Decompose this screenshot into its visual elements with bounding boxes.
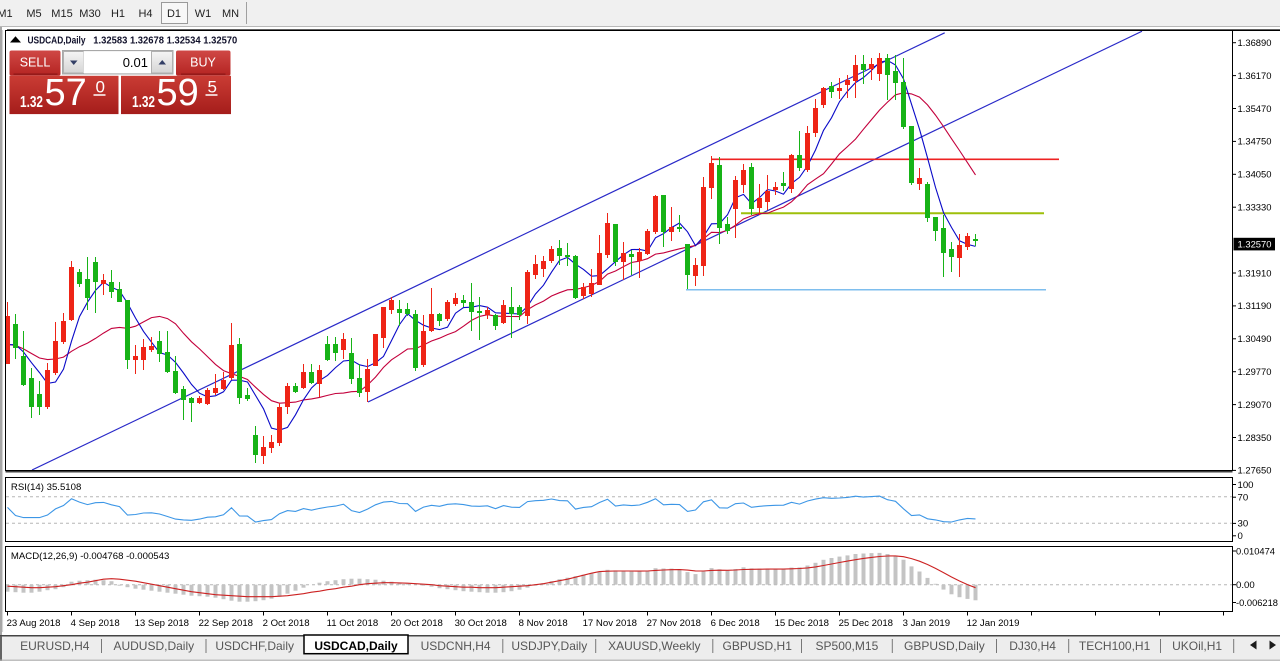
svg-text:20 Oct 2018: 20 Oct 2018 bbox=[391, 618, 443, 629]
svg-text:1.29770: 1.29770 bbox=[1238, 367, 1272, 378]
svg-text:1.31190: 1.31190 bbox=[1238, 301, 1272, 312]
svg-text:3 Jan 2019: 3 Jan 2019 bbox=[903, 618, 950, 629]
svg-text:4 Sep 2018: 4 Sep 2018 bbox=[71, 618, 120, 629]
svg-text:0.01: 0.01 bbox=[123, 55, 148, 70]
svg-text:8 Nov 2018: 8 Nov 2018 bbox=[519, 618, 568, 629]
svg-text:11 Oct 2018: 11 Oct 2018 bbox=[327, 618, 379, 629]
svg-text:1.29070: 1.29070 bbox=[1238, 400, 1272, 411]
svg-text:SELL: SELL bbox=[20, 56, 51, 70]
svg-text:1.32570: 1.32570 bbox=[1238, 239, 1272, 250]
svg-text:TECH100,H1: TECH100,H1 bbox=[1079, 639, 1151, 653]
svg-text:M30: M30 bbox=[79, 8, 100, 20]
svg-text:-0.006218: -0.006218 bbox=[1236, 598, 1278, 609]
svg-text:1.36890: 1.36890 bbox=[1238, 38, 1272, 49]
svg-text:0: 0 bbox=[96, 78, 105, 97]
svg-text:1.33330: 1.33330 bbox=[1238, 203, 1272, 214]
svg-text:1.28350: 1.28350 bbox=[1238, 433, 1272, 444]
svg-text:USDCAD,Daily: USDCAD,Daily bbox=[28, 34, 86, 46]
svg-text:RSI(14) 35.5108: RSI(14) 35.5108 bbox=[11, 482, 81, 493]
svg-text:6 Dec 2018: 6 Dec 2018 bbox=[711, 618, 760, 629]
svg-text:15 Dec 2018: 15 Dec 2018 bbox=[775, 618, 829, 629]
svg-text:30 Oct 2018: 30 Oct 2018 bbox=[455, 618, 507, 629]
svg-text:SP500,M15: SP500,M15 bbox=[816, 639, 879, 653]
svg-text:GBPUSD,Daily: GBPUSD,Daily bbox=[904, 639, 985, 653]
svg-text:M5: M5 bbox=[26, 8, 41, 20]
svg-text:57: 57 bbox=[45, 72, 87, 114]
svg-text:17 Nov 2018: 17 Nov 2018 bbox=[583, 618, 637, 629]
svg-text:59: 59 bbox=[157, 72, 199, 114]
svg-text:M15: M15 bbox=[51, 8, 72, 20]
svg-text:30: 30 bbox=[1238, 519, 1249, 530]
svg-text:13 Sep 2018: 13 Sep 2018 bbox=[135, 618, 189, 629]
svg-text:12 Jan 2019: 12 Jan 2019 bbox=[967, 618, 1020, 629]
svg-text:BUY: BUY bbox=[190, 56, 216, 70]
svg-text:UKOil,H1: UKOil,H1 bbox=[1172, 639, 1222, 653]
svg-text:70: 70 bbox=[1238, 493, 1249, 504]
svg-text:W1: W1 bbox=[195, 8, 212, 20]
svg-text:1.32583 1.32678 1.32534 1.3257: 1.32583 1.32678 1.32534 1.32570 bbox=[93, 35, 237, 46]
svg-text:1.30490: 1.30490 bbox=[1238, 334, 1272, 345]
svg-text:1.27650: 1.27650 bbox=[1238, 466, 1272, 477]
svg-text:USDCNH,H4: USDCNH,H4 bbox=[421, 639, 491, 653]
svg-text:USDCHF,Daily: USDCHF,Daily bbox=[215, 639, 294, 653]
svg-text:0.00: 0.00 bbox=[1236, 580, 1255, 591]
svg-text:1.34050: 1.34050 bbox=[1238, 170, 1272, 181]
svg-text:H1: H1 bbox=[111, 8, 125, 20]
svg-text:100: 100 bbox=[1238, 480, 1254, 491]
svg-text:23 Aug 2018: 23 Aug 2018 bbox=[7, 618, 61, 629]
svg-text:0: 0 bbox=[1238, 531, 1243, 542]
svg-text:1.32: 1.32 bbox=[132, 94, 155, 111]
svg-text:1.35470: 1.35470 bbox=[1238, 104, 1272, 115]
svg-text:1.32: 1.32 bbox=[20, 94, 43, 111]
svg-text:EURUSD,H4: EURUSD,H4 bbox=[20, 639, 90, 653]
svg-text:USDCAD,Daily: USDCAD,Daily bbox=[314, 639, 398, 653]
svg-text:D1: D1 bbox=[167, 8, 181, 20]
svg-text:H4: H4 bbox=[138, 8, 152, 20]
svg-text:1.34750: 1.34750 bbox=[1238, 137, 1272, 148]
svg-text:0.010474: 0.010474 bbox=[1236, 546, 1276, 557]
svg-text:25 Dec 2018: 25 Dec 2018 bbox=[839, 618, 893, 629]
svg-text:AUDUSD,Daily: AUDUSD,Daily bbox=[113, 639, 194, 653]
svg-text:27 Nov 2018: 27 Nov 2018 bbox=[647, 618, 701, 629]
svg-text:MN: MN bbox=[222, 8, 239, 20]
svg-text:USDJPY,Daily: USDJPY,Daily bbox=[511, 639, 587, 653]
svg-text:GBPUSD,H1: GBPUSD,H1 bbox=[723, 639, 793, 653]
svg-text:XAUUSD,Weekly: XAUUSD,Weekly bbox=[608, 639, 700, 653]
svg-text:22 Sep 2018: 22 Sep 2018 bbox=[199, 618, 253, 629]
svg-text:MACD(12,26,9) -0.004768 -0.000: MACD(12,26,9) -0.004768 -0.000543 bbox=[11, 551, 169, 562]
svg-text:2 Oct 2018: 2 Oct 2018 bbox=[263, 618, 310, 629]
svg-text:1.36170: 1.36170 bbox=[1238, 71, 1272, 82]
svg-text:DJ30,H4: DJ30,H4 bbox=[1009, 639, 1056, 653]
svg-text:5: 5 bbox=[208, 78, 217, 97]
svg-text:M1: M1 bbox=[0, 8, 13, 20]
svg-text:1.31910: 1.31910 bbox=[1238, 268, 1272, 279]
